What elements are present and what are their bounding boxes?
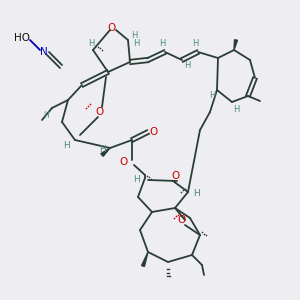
Polygon shape	[234, 40, 238, 50]
Text: H: H	[192, 40, 198, 49]
Text: O: O	[108, 23, 116, 33]
Text: H: H	[99, 146, 105, 154]
Text: O: O	[171, 171, 179, 181]
Text: H: H	[131, 31, 137, 40]
Text: O: O	[120, 157, 128, 167]
Text: H: H	[134, 176, 140, 184]
Polygon shape	[142, 252, 148, 266]
Text: H: H	[159, 40, 165, 49]
Text: H: H	[233, 104, 239, 113]
Polygon shape	[101, 148, 110, 156]
Text: H: H	[64, 140, 70, 149]
Text: N: N	[40, 47, 48, 57]
Text: H: H	[184, 61, 190, 70]
Text: H: H	[193, 190, 200, 199]
Text: H: H	[43, 110, 49, 119]
Text: H: H	[88, 38, 94, 47]
Text: O: O	[178, 215, 186, 225]
Text: H: H	[209, 91, 215, 100]
Text: O: O	[150, 127, 158, 137]
Text: O: O	[96, 107, 104, 117]
Text: H: H	[133, 38, 139, 47]
Text: HO: HO	[14, 33, 30, 43]
